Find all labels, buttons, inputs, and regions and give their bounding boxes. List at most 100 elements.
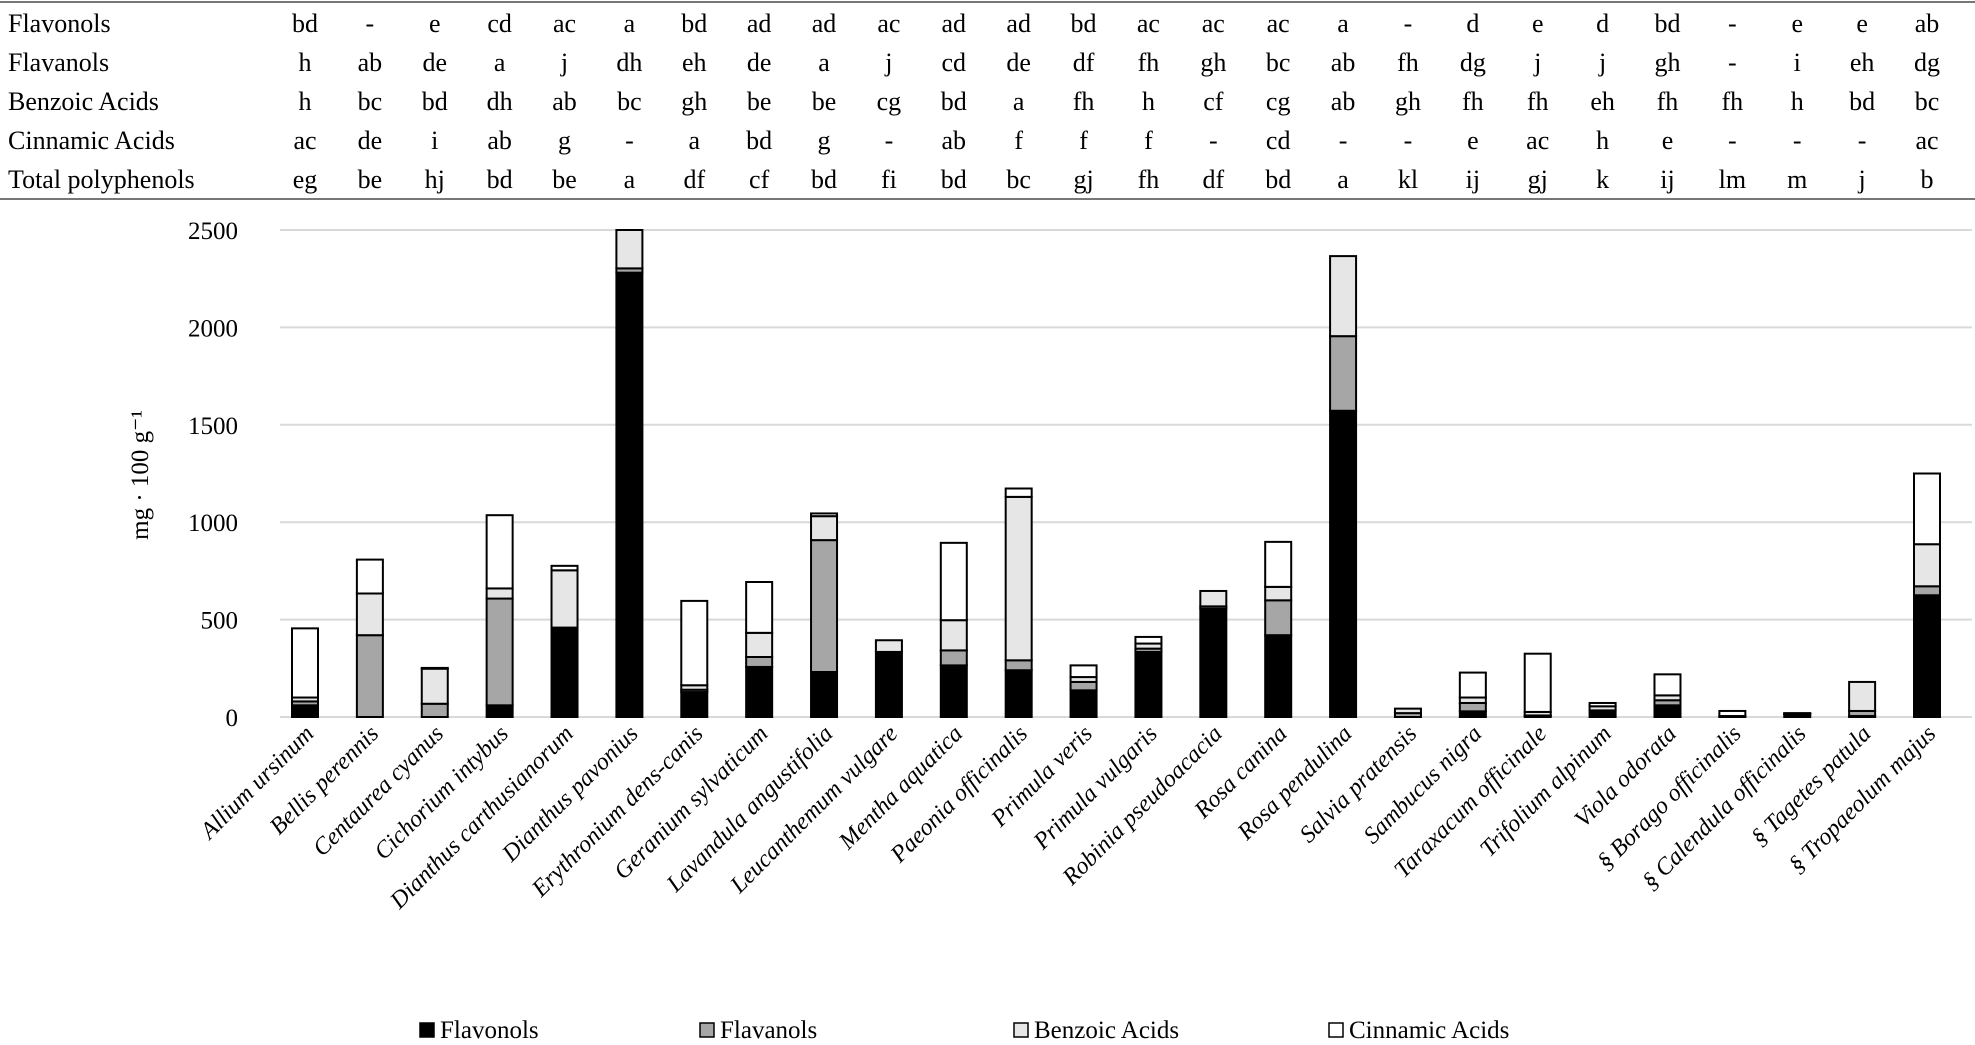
table-cell: b [1921, 165, 1934, 194]
table-row: Total polyphenols eg be hj bd be a df cf bd fi bd bc… [8, 165, 1934, 194]
table-cell: be [358, 165, 383, 194]
table-cell: h [1596, 126, 1609, 155]
bar-stack [1393, 707, 1422, 719]
table-cell: df [1202, 165, 1224, 194]
bar-segment-benzoic-acids [1264, 585, 1293, 602]
table-cell: ac [1137, 9, 1160, 38]
table-cell: a [1337, 165, 1349, 194]
bar-segment-flavonols [680, 691, 709, 719]
table-cell: m [1787, 165, 1807, 194]
legend-label: Flavonols [440, 1017, 539, 1044]
bar-segment-flavanols [1004, 659, 1033, 672]
table-cell: lm [1719, 165, 1746, 194]
table-cell: ab [358, 48, 383, 77]
table-cell: gh [1654, 48, 1680, 77]
table-cell: bd [1265, 165, 1291, 194]
table-cell: a [818, 48, 830, 77]
table-cell: be [552, 165, 577, 194]
bar-segment-flavanols [745, 656, 774, 668]
bar-stack [1848, 680, 1877, 719]
bar-segment-benzoic-acids [1199, 589, 1228, 608]
bar-segment-cinnamic-acids [1718, 709, 1747, 718]
table-cell: eh [1850, 48, 1875, 77]
table-cell: fh [1138, 165, 1160, 194]
legend-label: Cinnamic Acids [1349, 1017, 1509, 1044]
table-cell: bd [487, 165, 513, 194]
bar-segment-benzoic-acids [939, 619, 968, 652]
table-cell: be [747, 87, 772, 116]
table-cell: fh [1657, 87, 1679, 116]
table-cell: bc [1915, 87, 1940, 116]
y-axis: mg · 100 g⁻¹ 0 500 1000 1500 2000 2500 [127, 218, 238, 732]
table-cell: h [1142, 87, 1155, 116]
bar-segment-benzoic-acids [874, 639, 903, 653]
bar-segment-benzoic-acids [1004, 495, 1033, 662]
x-tick-label: Rosa pendulina [1232, 721, 1357, 846]
table-cell: ad [1006, 9, 1031, 38]
table-cell: a [689, 126, 701, 155]
table-row: Cinnamic Acids ac de i ab g - a bd g - ab f f f - cd - - e a… [8, 126, 1939, 155]
table-cell: e [1856, 9, 1868, 38]
legend-swatch [699, 1022, 715, 1038]
table-cell: f [1144, 126, 1153, 155]
table-cell: - [1858, 126, 1867, 155]
y-tick-label: 2500 [188, 218, 238, 245]
bar-stack [291, 627, 319, 719]
gridlines [280, 229, 1972, 718]
bar-stack [355, 558, 384, 719]
bar-segment-benzoic-acids [810, 515, 839, 542]
table-cell: - [1404, 126, 1413, 155]
table-cell: - [1209, 126, 1218, 155]
bar-segment-flavanols [485, 597, 514, 707]
table-cell: fh [1722, 87, 1744, 116]
table-cell: dg [1914, 48, 1940, 77]
bar-segment-benzoic-acids [1393, 707, 1422, 715]
table-cell: ij [1466, 165, 1480, 194]
bar-segment-cinnamic-acids [1523, 652, 1552, 713]
bar-stack [810, 512, 839, 719]
table-cell: ad [942, 9, 967, 38]
bar-segment-benzoic-acids [1848, 680, 1877, 712]
table-cell: a [494, 48, 506, 77]
table-cell: - [1728, 48, 1737, 77]
bar-segment-flavonols [615, 271, 644, 718]
table-cell: cd [942, 48, 967, 77]
bar-segment-flavonols [291, 704, 319, 719]
table-cell: ab [1331, 48, 1356, 77]
bar-stack [1718, 709, 1747, 719]
table-cell: cg [877, 87, 902, 116]
y-tick-label: 1500 [188, 413, 238, 440]
table-cell: bd [681, 9, 707, 38]
bar-stack [1588, 701, 1617, 718]
bar-segment-cinnamic-acids [1913, 472, 1941, 546]
table-cell: fh [1527, 87, 1549, 116]
table-cell: h [299, 87, 312, 116]
bar-segment-flavanols [939, 649, 968, 667]
table-cell: bc [1266, 48, 1291, 77]
table-cell: bd [811, 165, 837, 194]
bar-segment-flavonols [1069, 689, 1098, 718]
bar-segment-flavanols [1264, 599, 1293, 637]
table-cell: h [1791, 87, 1804, 116]
table-cell: gh [1395, 87, 1421, 116]
table-cell: gj [1528, 165, 1548, 194]
legend-item: Flavonols [419, 1017, 539, 1044]
table-cell: e [429, 9, 441, 38]
table-cell: fh [1462, 87, 1484, 116]
table-cell: gh [681, 87, 707, 116]
bar-segment-flavanols [420, 702, 449, 719]
table-cell: e [1467, 126, 1479, 155]
x-tick-label: Allium ursinum [194, 721, 319, 846]
table-cell: g [558, 126, 571, 155]
table-cell: e [1791, 9, 1803, 38]
legend-label: Benzoic Acids [1034, 1017, 1179, 1044]
table-cell: g [818, 126, 831, 155]
bar-segment-benzoic-acids [1783, 712, 1812, 715]
bar-segment-cinnamic-acids [1588, 701, 1617, 708]
table-cell: a [1337, 9, 1349, 38]
table-cell: cf [749, 165, 770, 194]
bar-segment-flavanols [1069, 680, 1098, 692]
bar-stack [1458, 671, 1487, 719]
bar-segment-cinnamic-acids [939, 541, 968, 622]
x-tick-label: Salvia pratensis [1295, 721, 1422, 848]
